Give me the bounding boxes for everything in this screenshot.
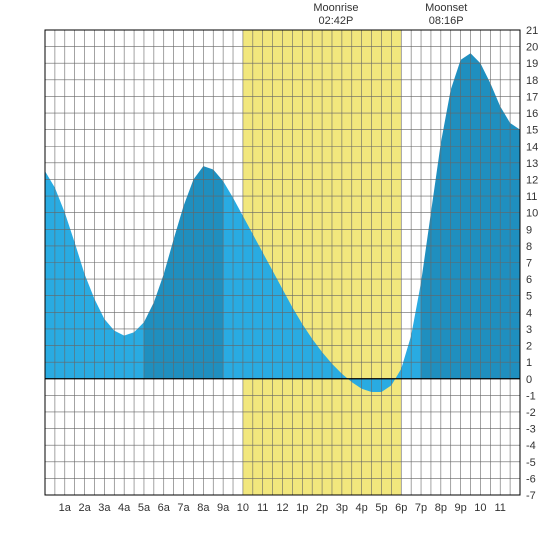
y-tick-label: 17 [526,91,538,103]
y-tick-label: 15 [526,125,538,137]
x-tick-label: 2a [78,502,91,514]
moonrise-time: 02:42P [306,15,366,28]
y-tick-label: 6 [526,274,532,286]
y-tick-label: -2 [526,407,536,419]
x-tick-label: 3p [336,502,348,514]
x-tick-label: 2p [316,502,328,514]
y-tick-label: 0 [526,374,532,386]
tide-chart: -7-6-5-4-3-2-101234567891011121314151617… [0,0,550,550]
y-tick-label: 7 [526,258,532,270]
x-tick-label: 8p [435,502,447,514]
moonset-annotation: Moonset08:16P [416,2,476,28]
y-tick-label: 10 [526,208,538,220]
y-tick-label: -5 [526,457,536,469]
x-tick-label: 10 [237,502,249,514]
y-tick-label: 3 [526,324,532,336]
y-tick-label: 19 [526,58,538,70]
x-tick-label: 1p [296,502,308,514]
y-tick-label: 9 [526,224,532,236]
x-tick-label: 4a [118,502,131,514]
y-tick-label: 14 [526,141,538,153]
moonrise-title: Moonrise [306,2,366,15]
chart-svg: -7-6-5-4-3-2-101234567891011121314151617… [0,0,550,550]
x-tick-label: 10 [474,502,486,514]
y-tick-label: -1 [526,390,536,402]
x-tick-label: 1a [59,502,72,514]
y-tick-label: 16 [526,108,538,120]
x-tick-label: 6a [158,502,171,514]
y-tick-label: 5 [526,291,532,303]
y-tick-label: 21 [526,25,538,37]
x-tick-label: 6p [395,502,407,514]
y-tick-label: -3 [526,424,536,436]
y-tick-label: 4 [526,307,532,319]
y-tick-label: 13 [526,158,538,170]
x-tick-label: 7a [177,502,190,514]
y-tick-label: -4 [526,440,536,452]
x-tick-label: 7p [415,502,427,514]
moonset-time: 08:16P [416,15,476,28]
x-tick-label: 5p [375,502,387,514]
y-tick-label: 12 [526,174,538,186]
y-tick-label: 8 [526,241,532,253]
x-tick-label: 8a [197,502,210,514]
y-tick-label: 20 [526,42,538,54]
moonset-title: Moonset [416,2,476,15]
x-tick-label: 4p [356,502,368,514]
y-tick-label: 18 [526,75,538,87]
moonrise-annotation: Moonrise02:42P [306,2,366,28]
x-tick-label: 12 [276,502,288,514]
y-tick-label: 11 [526,191,537,203]
x-tick-label: 5a [138,502,151,514]
x-tick-label: 9a [217,502,230,514]
y-tick-label: -7 [526,490,536,502]
x-tick-label: 11 [494,502,505,514]
y-tick-label: 1 [526,357,532,369]
y-tick-label: 2 [526,341,532,353]
y-tick-label: -6 [526,473,536,485]
x-tick-label: 3a [98,502,111,514]
x-tick-label: 11 [257,502,268,514]
x-tick-label: 9p [455,502,467,514]
